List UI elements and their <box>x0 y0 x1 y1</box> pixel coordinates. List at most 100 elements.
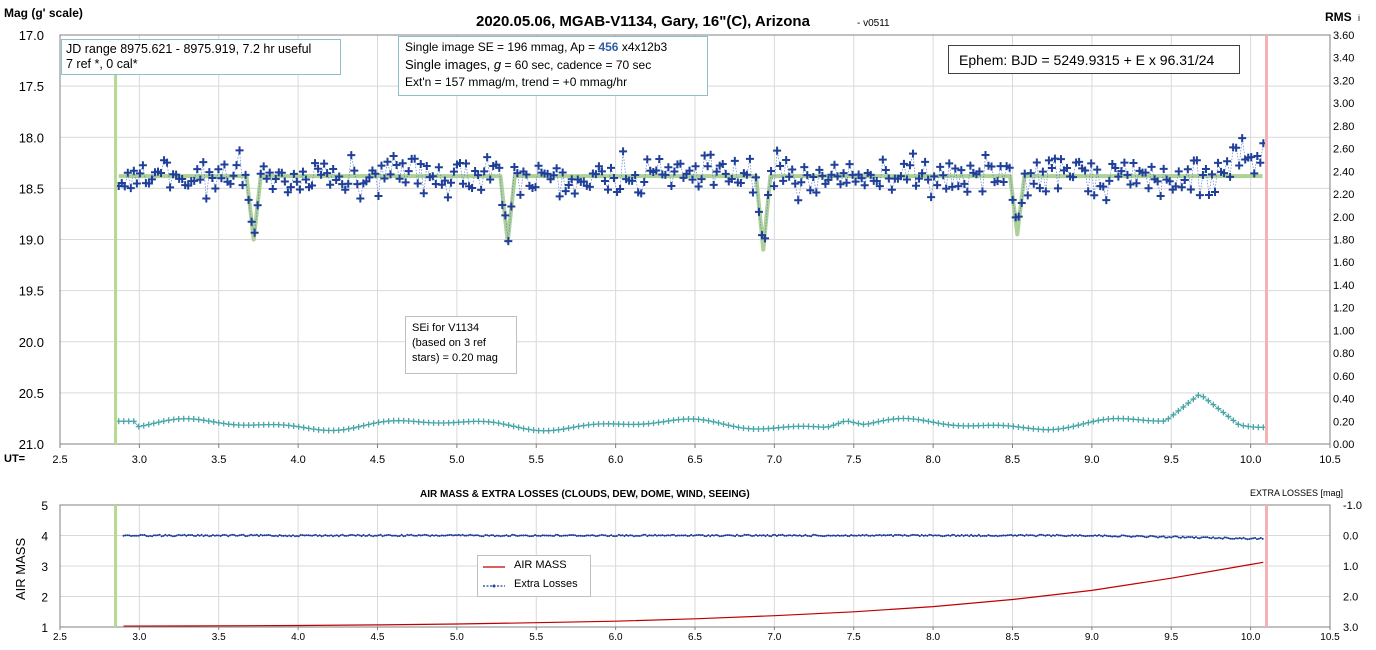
mag-data-point <box>921 157 930 166</box>
mag-data-point <box>253 201 262 210</box>
x-axis-label: UT= <box>4 453 25 465</box>
extra-losses-point <box>623 535 626 538</box>
rms-data-point <box>935 420 942 427</box>
mag-data-point <box>392 160 401 169</box>
mag-data-point <box>416 160 425 169</box>
rms-data-point <box>200 417 207 424</box>
extra-losses-point <box>1236 537 1239 540</box>
extra-losses-point <box>383 534 386 537</box>
extra-losses-point <box>276 535 279 538</box>
extra-losses-point <box>583 535 586 537</box>
extra-losses-point <box>644 533 647 536</box>
mag-data-point <box>824 175 833 184</box>
extra-losses-point <box>867 534 870 537</box>
y2-tick-label: 0.80 <box>1333 348 1354 360</box>
extra-losses-point <box>987 534 990 536</box>
mag-data-point <box>205 168 214 177</box>
mag-data-point <box>800 163 809 172</box>
extra-losses-point <box>153 534 155 537</box>
extra-losses-point <box>648 534 651 537</box>
rms-data-point <box>1065 424 1072 431</box>
extra-losses-point <box>316 535 319 537</box>
extra-losses-point <box>349 534 352 536</box>
mag-data-point <box>803 171 812 180</box>
x-tick-label: 7.5 <box>846 454 861 466</box>
mag-data-point <box>374 191 383 200</box>
extra-losses-point <box>1080 534 1083 537</box>
extra-losses-point <box>840 534 843 537</box>
extra-losses-point <box>686 535 689 537</box>
extra-losses-point <box>587 534 590 537</box>
mag-data-point <box>1035 184 1044 193</box>
extra-losses-point <box>375 534 378 537</box>
extra-losses-point <box>288 534 291 537</box>
extra-losses-point <box>534 534 536 536</box>
rms-data-point <box>305 425 312 432</box>
extra-losses-point <box>514 534 517 537</box>
extra-losses-point <box>503 534 506 537</box>
extra-losses-point <box>983 534 986 537</box>
extra-losses-point <box>636 534 639 537</box>
mag-data-point <box>667 181 676 190</box>
extra-losses-point <box>974 534 976 537</box>
bottom-y2-tick-label: 1.0 <box>1343 561 1358 573</box>
extra-losses-point <box>869 534 872 537</box>
extra-losses-point <box>524 534 527 537</box>
extra-losses-point <box>374 534 376 537</box>
mag-data-point <box>918 169 927 178</box>
extra-losses-point <box>1158 535 1161 538</box>
bottom-y2-tick-label: 0.0 <box>1343 531 1358 543</box>
extra-losses-point <box>819 534 822 537</box>
extra-losses-point <box>1141 535 1144 538</box>
mag-data-point <box>594 162 603 171</box>
extra-losses-point <box>259 533 262 536</box>
bottom-x-tick-label: 3.0 <box>132 632 146 643</box>
extra-losses-point <box>132 534 134 537</box>
mag-data-point <box>742 170 751 179</box>
extra-losses-point <box>579 534 582 537</box>
extra-losses-point <box>1170 536 1173 539</box>
mag-data-point <box>899 159 908 168</box>
extra-losses-point <box>852 534 855 537</box>
extra-losses-point <box>292 534 294 537</box>
extra-losses-point <box>307 534 310 537</box>
extra-losses-point <box>646 535 649 538</box>
extra-losses-point <box>474 534 477 537</box>
mag-data-point <box>1214 158 1223 167</box>
extra-losses-point <box>130 535 133 537</box>
extra-losses-point <box>905 534 908 537</box>
rms-data-point <box>1200 393 1207 400</box>
mag-data-point <box>1038 167 1047 176</box>
rms-data-point <box>1045 426 1052 433</box>
mag-data-point <box>761 234 770 243</box>
extra-losses-point <box>1137 535 1140 537</box>
mag-data-point <box>812 188 821 197</box>
mag-data-point <box>1177 183 1186 192</box>
rms-data-point <box>655 419 662 426</box>
y2-tick-label: 2.60 <box>1333 144 1354 156</box>
mag-data-point <box>721 169 730 178</box>
rms-data-point <box>155 419 162 426</box>
extra-losses-point <box>682 534 685 537</box>
extra-losses-point <box>248 534 251 537</box>
mag-data-point <box>1075 157 1084 166</box>
mag-data-point <box>999 177 1008 186</box>
mag-data-point <box>147 175 156 184</box>
extra-losses-point <box>398 535 401 537</box>
mag-data-point <box>410 154 419 163</box>
extra-losses-point <box>1202 536 1205 539</box>
extra-losses-point <box>762 534 765 537</box>
extra-losses-point <box>356 533 359 536</box>
extra-losses-point <box>863 534 866 537</box>
extra-losses-point <box>888 534 891 537</box>
mag-data-point <box>1032 158 1041 167</box>
rms-data-point <box>730 423 737 430</box>
extra-losses-point <box>955 535 957 538</box>
bottom-chart-title: AIR MASS & EXTRA LOSSES (CLOUDS, DEW, DO… <box>420 489 750 500</box>
mag-data-point <box>881 166 890 175</box>
extra-losses-point <box>1057 534 1060 537</box>
mag-data-point <box>1005 163 1014 172</box>
extra-losses-point <box>452 534 455 537</box>
extra-losses-point <box>1069 534 1072 537</box>
extra-losses-point <box>1065 535 1068 538</box>
